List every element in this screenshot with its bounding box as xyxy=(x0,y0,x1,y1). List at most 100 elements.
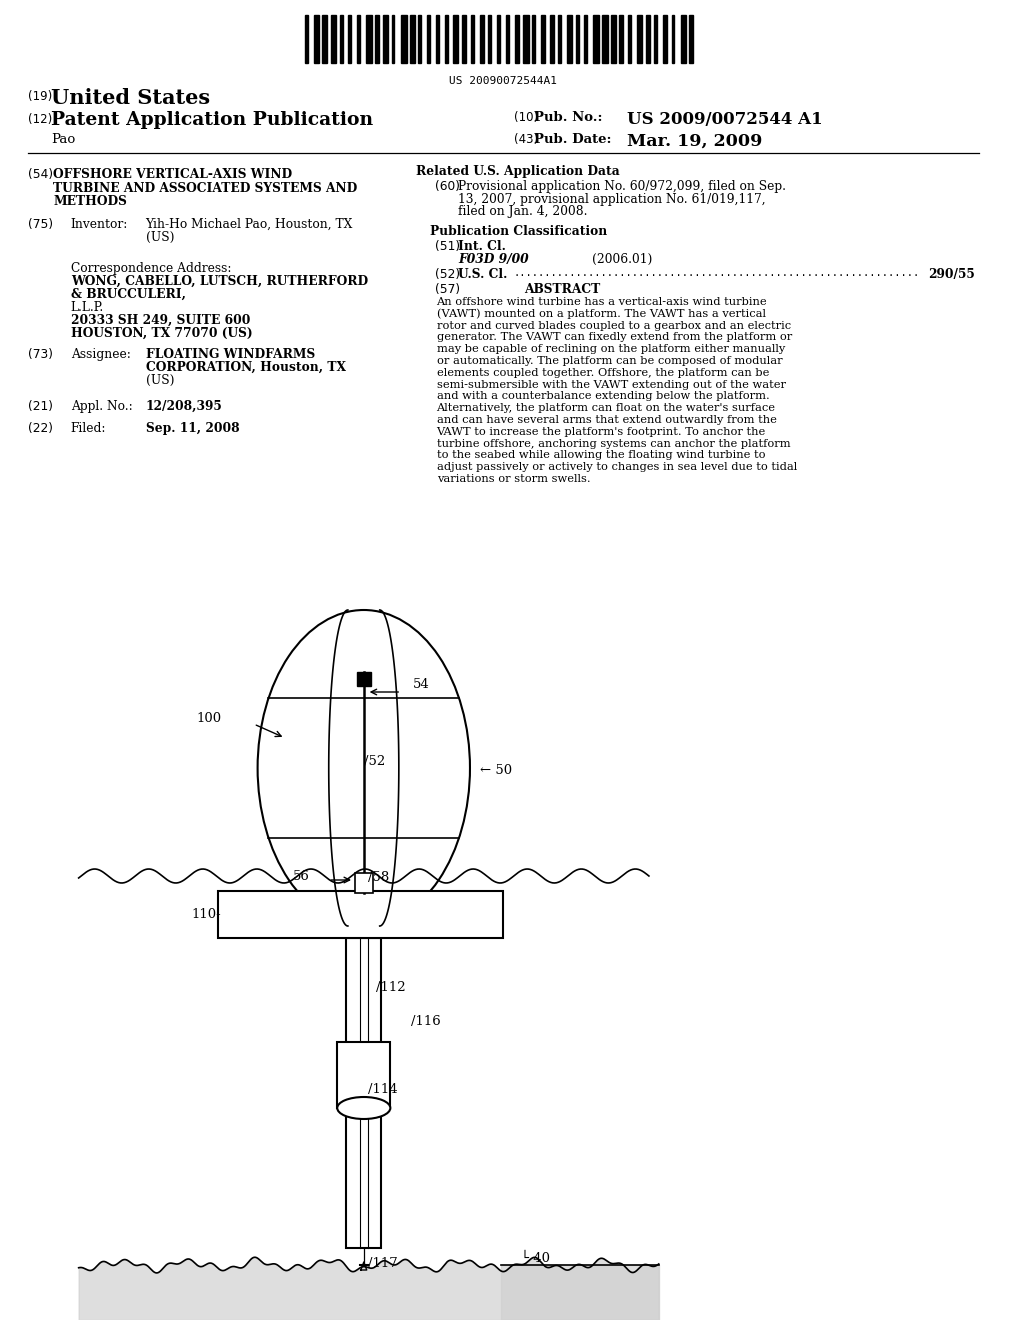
Text: 290/55: 290/55 xyxy=(929,268,975,281)
Text: (VAWT) mounted on a platform. The VAWT has a vertical: (VAWT) mounted on a platform. The VAWT h… xyxy=(436,309,766,319)
Text: /117: /117 xyxy=(368,1257,397,1270)
Bar xyxy=(346,939,382,1247)
Text: generator. The VAWT can fixedly extend from the platform or: generator. The VAWT can fixedly extend f… xyxy=(436,333,792,342)
Bar xyxy=(305,15,308,63)
Text: WONG, CABELLO, LUTSCH, RUTHERFORD: WONG, CABELLO, LUTSCH, RUTHERFORD xyxy=(71,275,368,288)
Text: Filed:: Filed: xyxy=(71,422,106,436)
Bar xyxy=(313,15,319,63)
Bar xyxy=(610,15,616,63)
Text: (43): (43) xyxy=(514,133,539,147)
Text: adjust passively or actively to changes in sea level due to tidal: adjust passively or actively to changes … xyxy=(436,462,797,473)
Bar xyxy=(514,15,518,63)
Bar xyxy=(689,15,692,63)
Text: /58: /58 xyxy=(368,870,389,883)
Text: └ 40: └ 40 xyxy=(521,1251,550,1265)
Bar xyxy=(523,15,528,63)
Bar xyxy=(497,15,501,63)
Text: and with a counterbalance extending below the platform.: and with a counterbalance extending belo… xyxy=(436,392,769,401)
Text: Alternatively, the platform can float on the water's surface: Alternatively, the platform can float on… xyxy=(436,403,775,413)
Text: (2006.01): (2006.01) xyxy=(592,253,652,267)
Text: /114: /114 xyxy=(368,1084,397,1097)
Bar xyxy=(672,15,674,63)
Text: (51): (51) xyxy=(434,240,460,253)
Text: (10): (10) xyxy=(514,111,539,124)
Bar xyxy=(331,15,336,63)
Text: METHODS: METHODS xyxy=(53,195,127,209)
Text: U.S. Cl.: U.S. Cl. xyxy=(458,268,508,281)
Text: 54: 54 xyxy=(413,677,430,690)
Text: filed on Jan. 4, 2008.: filed on Jan. 4, 2008. xyxy=(458,205,588,218)
Bar xyxy=(620,15,623,63)
Text: United States: United States xyxy=(51,88,210,108)
Bar xyxy=(355,873,373,894)
Bar xyxy=(366,15,372,63)
Text: US 20090072544A1: US 20090072544A1 xyxy=(450,77,557,86)
Bar xyxy=(479,15,484,63)
Bar xyxy=(664,15,668,63)
Bar xyxy=(419,15,422,63)
Bar xyxy=(550,15,554,63)
Text: turbine offshore, anchoring systems can anchor the platform: turbine offshore, anchoring systems can … xyxy=(436,438,791,449)
Text: .................................................................: ........................................… xyxy=(513,268,920,279)
Text: semi-submersible with the VAWT extending out of the water: semi-submersible with the VAWT extending… xyxy=(436,380,785,389)
Bar xyxy=(375,15,379,63)
Text: (US): (US) xyxy=(145,374,174,387)
Bar xyxy=(348,15,351,63)
Bar xyxy=(383,15,388,63)
Bar xyxy=(401,15,407,63)
Bar xyxy=(218,891,504,939)
Text: Assignee:: Assignee: xyxy=(71,348,131,360)
Text: Related U.S. Application Data: Related U.S. Application Data xyxy=(417,165,620,178)
Bar xyxy=(340,15,343,63)
Text: TURBINE AND ASSOCIATED SYSTEMS AND: TURBINE AND ASSOCIATED SYSTEMS AND xyxy=(53,181,357,194)
Text: 56: 56 xyxy=(293,870,310,883)
Text: An offshore wind turbine has a vertical-axis wind turbine: An offshore wind turbine has a vertical-… xyxy=(436,297,767,308)
Text: OFFSHORE VERTICAL-AXIS WIND: OFFSHORE VERTICAL-AXIS WIND xyxy=(53,168,292,181)
Text: (73): (73) xyxy=(28,348,52,360)
Text: VAWT to increase the platform's footprint. To anchor the: VAWT to increase the platform's footprin… xyxy=(436,426,766,437)
Text: (52): (52) xyxy=(434,268,460,281)
Bar xyxy=(444,15,449,63)
Bar xyxy=(488,15,492,63)
Text: & BRUCCULERI,: & BRUCCULERI, xyxy=(71,288,185,301)
Text: 110-: 110- xyxy=(191,908,221,920)
Text: (57): (57) xyxy=(434,282,460,296)
Text: (60): (60) xyxy=(434,180,460,193)
Text: ABSTRACT: ABSTRACT xyxy=(524,282,600,296)
Text: HOUSTON, TX 77070 (US): HOUSTON, TX 77070 (US) xyxy=(71,327,252,341)
Bar xyxy=(410,15,415,63)
Text: to the seabed while allowing the floating wind turbine to: to the seabed while allowing the floatin… xyxy=(436,450,765,461)
Bar xyxy=(681,15,686,63)
Text: may be capable of reclining on the platform either manually: may be capable of reclining on the platf… xyxy=(436,345,784,354)
Bar xyxy=(454,15,458,63)
Bar xyxy=(357,672,371,686)
Bar xyxy=(567,15,571,63)
Text: L.L.P.: L.L.P. xyxy=(71,301,104,314)
Bar xyxy=(593,15,599,63)
Text: Mar. 19, 2009: Mar. 19, 2009 xyxy=(628,133,763,150)
Text: Provisional application No. 60/972,099, filed on Sep.: Provisional application No. 60/972,099, … xyxy=(458,180,786,193)
Text: and can have several arms that extend outwardly from the: and can have several arms that extend ou… xyxy=(436,414,776,425)
Text: /52: /52 xyxy=(364,755,385,768)
Bar xyxy=(471,15,474,63)
Text: variations or storm swells.: variations or storm swells. xyxy=(436,474,590,484)
Bar xyxy=(427,15,430,63)
Text: /116: /116 xyxy=(411,1015,440,1028)
Text: FLOATING WINDFARMS: FLOATING WINDFARMS xyxy=(145,348,314,360)
Bar xyxy=(323,15,328,63)
Bar xyxy=(585,15,587,63)
Bar xyxy=(392,15,394,63)
Text: US 2009/0072544 A1: US 2009/0072544 A1 xyxy=(628,111,823,128)
Text: (US): (US) xyxy=(145,231,174,244)
Bar xyxy=(506,15,509,63)
Bar xyxy=(575,15,579,63)
Bar xyxy=(558,15,560,63)
Text: Pao: Pao xyxy=(51,133,76,147)
Text: or automatically. The platform can be composed of modular: or automatically. The platform can be co… xyxy=(436,356,782,366)
Text: (22): (22) xyxy=(28,422,52,436)
Text: Pub. No.:: Pub. No.: xyxy=(534,111,602,124)
Text: Yih-Ho Michael Pao, Houston, TX: Yih-Ho Michael Pao, Houston, TX xyxy=(145,218,353,231)
Bar xyxy=(637,15,642,63)
Text: elements coupled together. Offshore, the platform can be: elements coupled together. Offshore, the… xyxy=(436,368,769,378)
Text: (12): (12) xyxy=(28,114,52,125)
